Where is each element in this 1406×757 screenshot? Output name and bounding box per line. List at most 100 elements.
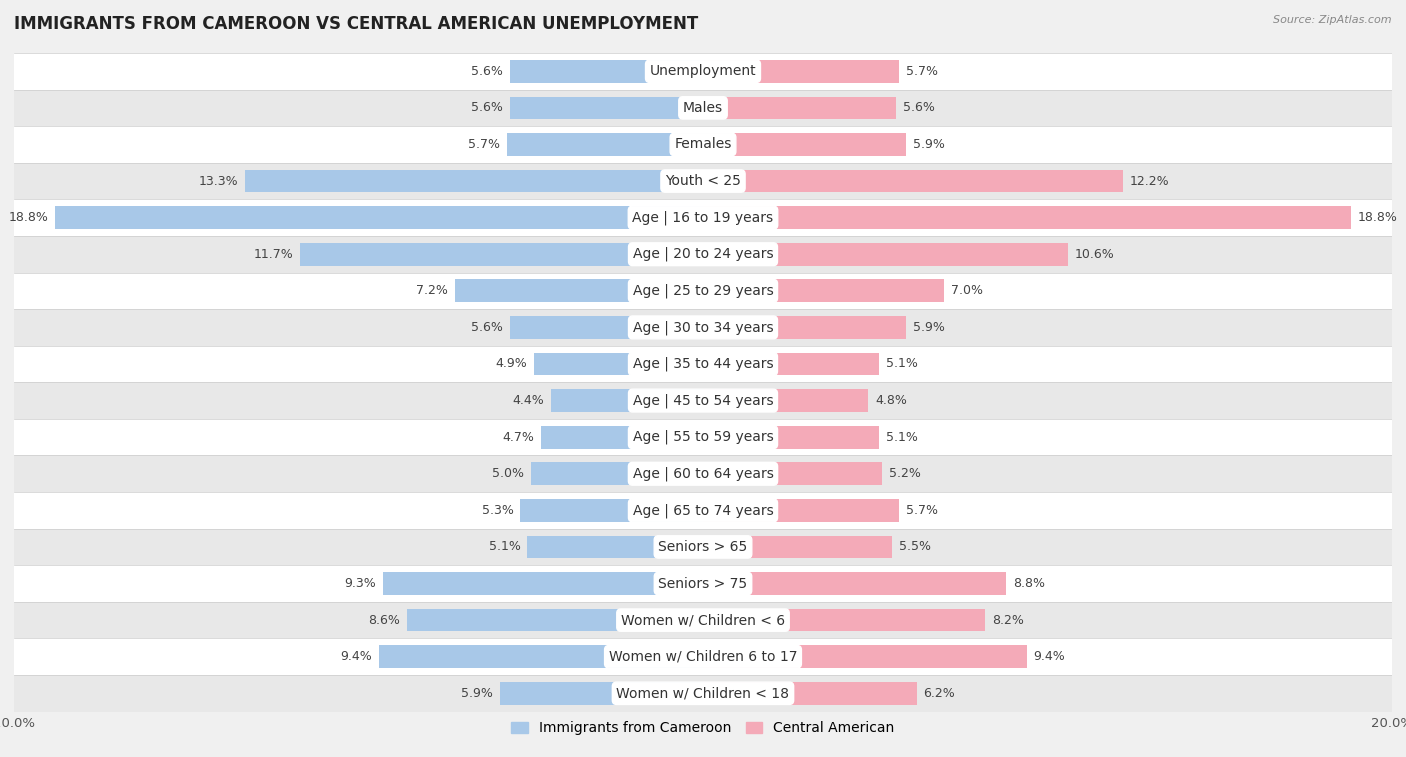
- Text: Age | 35 to 44 years: Age | 35 to 44 years: [633, 357, 773, 371]
- Text: 5.2%: 5.2%: [889, 467, 921, 480]
- Bar: [14, 492, 1392, 528]
- Text: 5.5%: 5.5%: [900, 540, 931, 553]
- Bar: [14, 273, 1392, 309]
- Bar: [14, 309, 1392, 346]
- Text: 5.9%: 5.9%: [912, 138, 945, 151]
- Bar: [703, 646, 1026, 668]
- Text: Source: ZipAtlas.com: Source: ZipAtlas.com: [1274, 15, 1392, 25]
- Text: 18.8%: 18.8%: [8, 211, 48, 224]
- Text: 12.2%: 12.2%: [1130, 175, 1170, 188]
- Text: 5.1%: 5.1%: [886, 431, 918, 444]
- Text: Males: Males: [683, 101, 723, 115]
- Text: 10.6%: 10.6%: [1076, 248, 1115, 260]
- Bar: [14, 565, 1392, 602]
- Text: 4.8%: 4.8%: [875, 394, 907, 407]
- Bar: [703, 243, 1069, 266]
- Text: Age | 25 to 29 years: Age | 25 to 29 years: [633, 284, 773, 298]
- Bar: [703, 609, 986, 631]
- Bar: [382, 572, 703, 595]
- Bar: [703, 463, 882, 485]
- Bar: [527, 536, 703, 558]
- Bar: [14, 675, 1392, 712]
- Text: Age | 60 to 64 years: Age | 60 to 64 years: [633, 466, 773, 481]
- Text: 9.4%: 9.4%: [340, 650, 373, 663]
- Bar: [14, 346, 1392, 382]
- Bar: [14, 126, 1392, 163]
- Bar: [703, 572, 1007, 595]
- Text: Females: Females: [675, 138, 731, 151]
- Bar: [703, 97, 896, 119]
- Bar: [510, 60, 703, 83]
- Bar: [520, 499, 703, 522]
- Text: 5.9%: 5.9%: [912, 321, 945, 334]
- Text: 8.6%: 8.6%: [368, 614, 399, 627]
- Text: 18.8%: 18.8%: [1358, 211, 1398, 224]
- Text: Unemployment: Unemployment: [650, 64, 756, 78]
- Text: 5.3%: 5.3%: [482, 504, 513, 517]
- Text: 5.1%: 5.1%: [886, 357, 918, 370]
- Text: 6.2%: 6.2%: [924, 687, 955, 699]
- Bar: [245, 170, 703, 192]
- Bar: [703, 353, 879, 375]
- Bar: [703, 536, 893, 558]
- Legend: Immigrants from Cameroon, Central American: Immigrants from Cameroon, Central Americ…: [506, 716, 900, 741]
- Bar: [510, 97, 703, 119]
- Text: Age | 16 to 19 years: Age | 16 to 19 years: [633, 210, 773, 225]
- Bar: [703, 207, 1351, 229]
- Text: 8.2%: 8.2%: [993, 614, 1024, 627]
- Text: 5.6%: 5.6%: [471, 101, 503, 114]
- Text: 4.7%: 4.7%: [502, 431, 534, 444]
- Bar: [14, 89, 1392, 126]
- Bar: [456, 279, 703, 302]
- Text: Seniors > 65: Seniors > 65: [658, 540, 748, 554]
- Text: 5.7%: 5.7%: [907, 65, 938, 78]
- Text: 13.3%: 13.3%: [198, 175, 238, 188]
- Text: 5.1%: 5.1%: [488, 540, 520, 553]
- Text: Age | 65 to 74 years: Age | 65 to 74 years: [633, 503, 773, 518]
- Text: 8.8%: 8.8%: [1012, 577, 1045, 590]
- Bar: [703, 279, 945, 302]
- Bar: [299, 243, 703, 266]
- Text: 7.0%: 7.0%: [950, 285, 983, 298]
- Text: 5.0%: 5.0%: [492, 467, 524, 480]
- Bar: [380, 646, 703, 668]
- Bar: [55, 207, 703, 229]
- Bar: [14, 638, 1392, 675]
- Text: Age | 55 to 59 years: Age | 55 to 59 years: [633, 430, 773, 444]
- Text: Youth < 25: Youth < 25: [665, 174, 741, 188]
- Bar: [703, 426, 879, 448]
- Text: 9.3%: 9.3%: [344, 577, 375, 590]
- Bar: [14, 199, 1392, 236]
- Bar: [703, 60, 900, 83]
- Text: Seniors > 75: Seniors > 75: [658, 577, 748, 590]
- Bar: [703, 499, 900, 522]
- Text: Age | 20 to 24 years: Age | 20 to 24 years: [633, 247, 773, 261]
- Bar: [531, 463, 703, 485]
- Bar: [499, 682, 703, 705]
- Bar: [541, 426, 703, 448]
- Text: Age | 30 to 34 years: Age | 30 to 34 years: [633, 320, 773, 335]
- Bar: [703, 170, 1123, 192]
- Text: 5.7%: 5.7%: [907, 504, 938, 517]
- Text: Age | 45 to 54 years: Age | 45 to 54 years: [633, 394, 773, 408]
- Text: IMMIGRANTS FROM CAMEROON VS CENTRAL AMERICAN UNEMPLOYMENT: IMMIGRANTS FROM CAMEROON VS CENTRAL AMER…: [14, 15, 699, 33]
- Text: 5.6%: 5.6%: [471, 65, 503, 78]
- Bar: [703, 682, 917, 705]
- Bar: [510, 316, 703, 338]
- Text: Women w/ Children 6 to 17: Women w/ Children 6 to 17: [609, 650, 797, 664]
- Text: Women w/ Children < 18: Women w/ Children < 18: [616, 687, 790, 700]
- Bar: [14, 163, 1392, 199]
- Bar: [14, 602, 1392, 638]
- Bar: [406, 609, 703, 631]
- Bar: [551, 389, 703, 412]
- Bar: [534, 353, 703, 375]
- Text: 5.9%: 5.9%: [461, 687, 494, 699]
- Bar: [14, 382, 1392, 419]
- Bar: [14, 419, 1392, 456]
- Bar: [14, 456, 1392, 492]
- Text: 5.7%: 5.7%: [468, 138, 499, 151]
- Text: 4.9%: 4.9%: [495, 357, 527, 370]
- Text: 5.6%: 5.6%: [471, 321, 503, 334]
- Bar: [14, 53, 1392, 89]
- Bar: [703, 133, 907, 156]
